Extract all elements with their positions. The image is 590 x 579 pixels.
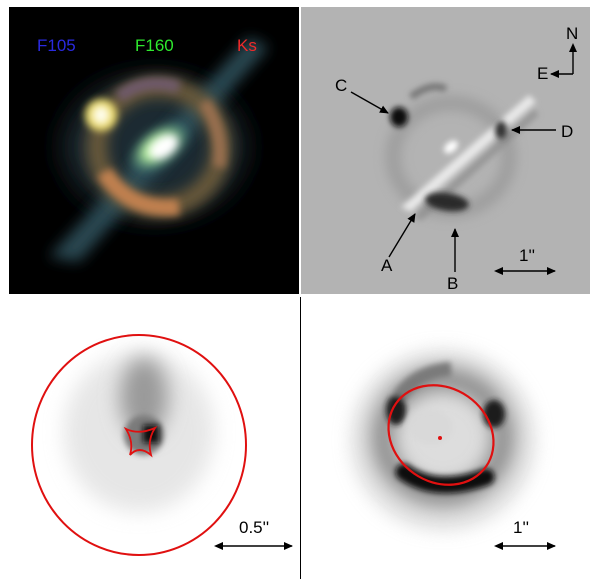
compass-e-label: E xyxy=(537,64,549,83)
panel-divider xyxy=(300,297,301,579)
arrow-to-a xyxy=(388,213,416,258)
critical-curve xyxy=(387,384,495,486)
image-plane-image xyxy=(351,350,556,550)
arrow-to-c xyxy=(350,91,389,114)
label-a: A xyxy=(381,256,393,275)
image-plane-panel: 1'' xyxy=(301,297,590,579)
color-composite-image xyxy=(49,37,269,262)
label-b: B xyxy=(447,274,459,293)
label-c: C xyxy=(335,76,348,95)
source-plane-image xyxy=(31,334,293,556)
label-d: D xyxy=(561,122,574,141)
critical-curve xyxy=(31,334,247,556)
residual-scale-label: 1'' xyxy=(519,246,535,265)
filter-label-f160: F160 xyxy=(135,36,174,55)
color-composite-panel: F105 F160 Ks xyxy=(9,7,299,294)
filter-label-f105: F105 xyxy=(37,36,76,55)
source-plane-panel: 0.5'' xyxy=(9,297,299,579)
compass-n-label: N xyxy=(566,24,579,43)
caustic-curve xyxy=(123,425,158,458)
filter-label-ks: Ks xyxy=(237,36,257,55)
residual-image xyxy=(350,43,577,275)
image-scale-label: 1'' xyxy=(513,518,529,537)
source-scale-label: 0.5'' xyxy=(239,518,270,537)
source-position-dot xyxy=(438,436,442,440)
residual-panel: C D A B N E 1'' xyxy=(301,7,590,294)
